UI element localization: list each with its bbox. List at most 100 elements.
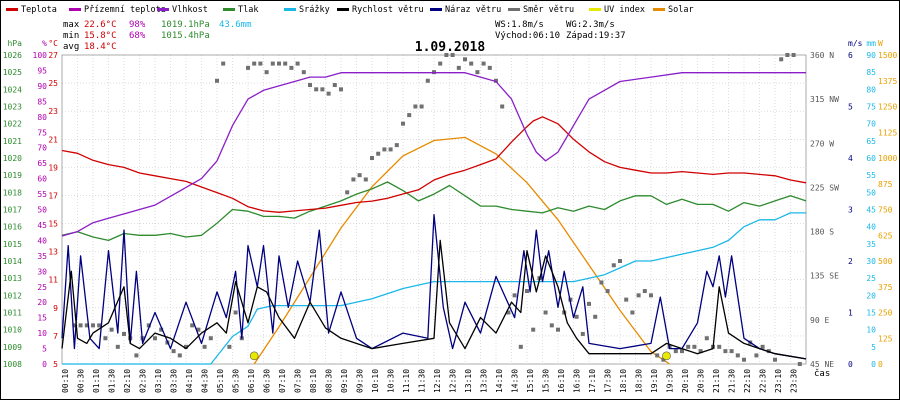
tick-label-dir: 45 NE — [810, 360, 834, 369]
series-wind-direction-point — [605, 289, 610, 294]
tick-label-mm: 85 — [866, 68, 876, 77]
series-wind-direction-point — [184, 344, 188, 349]
tick-label-pct: 10 — [37, 329, 47, 338]
series-wind-direction-point — [680, 349, 684, 354]
series-wind-direction-point — [308, 83, 312, 88]
x-axis: 00:10 00:30 01:10 01:30 02:10 02:30 03:10 03:30… — [61, 368, 830, 393]
tick-label-hpa: 1016 — [3, 223, 22, 232]
tick-label-w: 375 — [878, 283, 893, 292]
series-wind-direction-point — [221, 61, 226, 66]
stats-min-temp: 15.8°C — [84, 31, 117, 41]
tick-label-dir: 180 S — [810, 228, 834, 237]
chart-title: 1.09.2018 — [415, 40, 486, 55]
series-wind-direction-point — [78, 323, 83, 328]
x-tick-label: 17:10 — [588, 369, 597, 393]
tick-label-dir: 270 W — [810, 139, 834, 148]
stats-avg-temp: 18.4°C — [84, 42, 117, 52]
info-ws: WS:1.8m/s — [495, 20, 544, 30]
legend-label: Náraz větru — [445, 5, 501, 15]
series-wind-direction-point — [171, 349, 176, 354]
x-tick-label: 12:30 — [449, 369, 458, 393]
x-tick-label: 03:30 — [170, 369, 179, 393]
tick-label-w: 1000 — [878, 154, 897, 163]
tick-label-temp: 25 — [48, 79, 58, 88]
series-wind-direction-point — [388, 147, 393, 152]
series-wind-direction-point — [463, 57, 467, 62]
tick-label-pct: 30 — [37, 267, 47, 276]
series-wind-direction-point — [425, 78, 430, 83]
stats-max-temp: 22.6°C — [84, 20, 117, 30]
x-tick-label: 23:10 — [774, 369, 783, 393]
series-wind-direction-point — [115, 344, 120, 349]
series-wind-direction-point — [376, 151, 381, 156]
series-wind-direction-point — [246, 65, 250, 70]
series-wind-direction-point — [394, 143, 399, 148]
tick-label-pct: 25 — [37, 283, 47, 292]
series-wind-direction-point — [487, 65, 492, 70]
tick-label-pct: 55 — [37, 190, 47, 199]
x-tick-label: 14:10 — [495, 369, 504, 393]
tick-label-temp: 15 — [48, 220, 58, 229]
x-tick-label: 23:30 — [790, 369, 799, 393]
x-tick-label: 05:30 — [232, 369, 241, 393]
tick-label-dir: 90 E — [810, 316, 829, 325]
tick-label-pct: 50 — [37, 206, 47, 215]
tick-label-mm: 35 — [866, 240, 876, 249]
series-wind-direction-point — [618, 259, 622, 263]
tick-label-hpa: 1018 — [3, 188, 22, 197]
tick-label-mm: 30 — [866, 257, 876, 266]
series-wind-direction-point — [363, 177, 368, 182]
series-wind-direction-point — [401, 121, 405, 126]
series-wind-direction-point — [723, 349, 728, 354]
series-wind-direction-point — [84, 323, 89, 328]
tick-label-dir: 135 SE — [810, 272, 839, 281]
series-wind-direction-point — [370, 156, 374, 160]
series-wind-direction-point — [301, 70, 306, 75]
stats-max-label: max — [63, 20, 80, 30]
series-wind-direction-point — [704, 336, 709, 341]
x-tick-label: 02:10 — [123, 369, 132, 393]
series-tlak — [61, 181, 807, 242]
series-rychlost-v-tru — [61, 239, 807, 360]
tick-label-hpa: 1023 — [3, 103, 22, 112]
series-wind-direction-point — [233, 310, 238, 315]
series-wind-direction-point — [692, 344, 697, 349]
tick-label-hpa: 1020 — [3, 154, 22, 163]
tick-label-temp: 23 — [48, 107, 58, 116]
tick-label-pct: 35 — [37, 252, 47, 261]
tick-label-hpa: 1026 — [3, 51, 22, 60]
series-wind-direction-point — [624, 297, 629, 302]
tick-label-w: 1375 — [878, 77, 897, 86]
info-block: WS:1.8m/s WG:2.3m/s Východ:06:10 Západ:1… — [495, 20, 626, 41]
tick-label-temp: 7 — [53, 332, 58, 341]
series-wind-direction-point — [283, 61, 288, 66]
tick-label-mm: 90 — [866, 51, 876, 60]
tick-label-mm: 65 — [866, 137, 876, 146]
tick-label-mm: 45 — [866, 206, 876, 215]
series-wind-direction-point — [91, 323, 95, 328]
series-wind-direction-point — [686, 344, 691, 349]
series-wind-direction-point — [97, 323, 102, 328]
axis-unit-pct: % — [42, 39, 47, 48]
series-wind-direction-point — [190, 323, 195, 328]
x-tick-label: 08:30 — [325, 369, 334, 393]
x-tick-label: 06:30 — [263, 369, 272, 393]
series-wind-direction-point — [258, 61, 263, 66]
tick-label-pct: 85 — [37, 97, 47, 106]
x-tick-label: 09:10 — [340, 369, 349, 393]
legend-swatch — [430, 8, 442, 11]
series-solar-line — [253, 136, 670, 365]
tick-label-mm: 75 — [866, 103, 876, 112]
series-wind-direction-point — [760, 344, 765, 349]
x-tick-label: 12:10 — [433, 369, 442, 393]
axis-unit-temp: °C — [48, 39, 58, 48]
tick-label-hpa: 1010 — [3, 326, 22, 335]
tick-label-pct: 90 — [37, 82, 47, 91]
y-axes: 1026102510241023102210211020101910181017… — [3, 51, 898, 369]
axis-unit-hpa: hPa — [8, 39, 23, 48]
legend-label: Směr větru — [523, 5, 574, 15]
x-tick-label: 15:30 — [542, 369, 551, 393]
tick-label-pct: 60 — [37, 175, 47, 184]
legend-label: Rychlost větru — [352, 5, 424, 15]
